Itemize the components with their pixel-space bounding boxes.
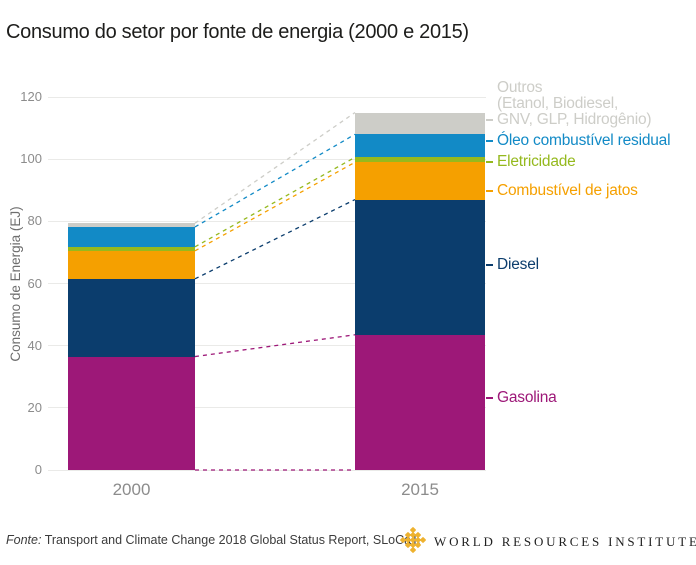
legend-tick-outros-etanol-biodiesel-gnv-glp-hidrog-nio- [486,119,493,121]
bar-segment-2015-eletricidade [355,157,485,163]
y-tick-label-80: 80 [27,213,42,229]
connector-eletricidade [194,156,356,248]
wri-diamond-lattice-icon [400,527,426,553]
legend-label-diesel: Diesel [497,256,539,273]
bar-segment-2015--leo-combust-vel-residual [355,134,485,158]
source-note: Fonte: Transport and Climate Change 2018… [6,533,421,547]
bar-segment-2000--leo-combust-vel-residual [68,226,195,247]
y-tick-label-20: 20 [27,399,42,415]
legend-tick-gasolina [486,397,493,399]
logo-diamond [410,537,416,543]
y-tick-label-120: 120 [20,89,42,104]
x-tick-label-2000: 2000 [112,480,151,499]
connector--leo-combust-vel-residual [194,133,356,228]
logo-diamond [410,542,416,548]
logo-diamond [410,527,416,533]
connector-gasolina [194,334,356,358]
legend-label--leo-combust-vel-residual: Óleo combustível residual [497,132,671,149]
logo-diamond [405,532,411,538]
y-tick-label-40: 40 [27,337,42,353]
y-tick-label-100: 100 [20,151,42,167]
logo-diamond [415,537,421,543]
logo-diamond [405,537,411,543]
connector-diesel [194,198,356,280]
legend-label-combust-vel-de-jatos: Combustível de jatos [497,182,638,199]
logo-diamond [415,542,421,548]
bar-segment-2015-gasolina [355,334,485,470]
bar-segment-2015-combust-vel-de-jatos [355,162,485,200]
legend-tick-combust-vel-de-jatos [486,190,493,192]
bar-segment-2000-eletricidade [68,246,195,251]
y-tick-label-0: 0 [34,462,42,477]
source-prefix: Fonte: [6,533,42,547]
legend-label-eletricidade: Eletricidade [497,153,576,170]
gridline-120 [48,96,486,98]
logo-diamond [420,537,426,543]
connector-outros-etanol-biodiesel-gnv-glp-hidrog-nio- [194,112,356,224]
wri-logo: WORLD RESOURCES INSTITUTE [398,525,696,557]
gridline-80 [48,220,486,222]
legend-tick--leo-combust-vel-residual [486,140,493,142]
wri-wordmark: WORLD RESOURCES INSTITUTE [434,534,696,549]
x-tick-label-2015: 2015 [401,480,439,499]
logo-diamond [410,547,416,553]
logo-diamond [405,542,411,548]
bar-segment-2000-combust-vel-de-jatos [68,250,195,279]
gridline-60 [48,283,486,284]
legend-tick-diesel [486,264,493,266]
y-tick-label-60: 60 [27,275,42,291]
gridline-20 [48,407,486,409]
logo-diamond [410,532,416,538]
legend-label-gasolina: Gasolina [497,389,557,406]
gridline-100 [48,158,486,160]
legend-label-outros-etanol-biodiesel-gnv-glp-hidrog-nio-: Outros (Etanol, Biodiesel, GNV, GLP, Hidro… [497,79,652,128]
gridline-40 [48,345,486,347]
bar-segment-2000-gasolina [68,356,195,470]
connector-combust-vel-de-jatos [194,161,356,252]
legend-tick-eletricidade [486,161,493,163]
bar-segment-2015-outros-etanol-biodiesel-gnv-glp-hidrog-nio- [355,112,485,135]
bar-segment-2000-outros-etanol-biodiesel-gnv-glp-hidrog-nio- [68,223,195,227]
bar-segment-2000-diesel [68,278,195,357]
chart-title: Consumo do setor por fonte de energia (2… [6,21,469,43]
bar-segment-2015-diesel [355,199,485,335]
logo-diamond [400,537,406,543]
logo-diamond [415,532,421,538]
